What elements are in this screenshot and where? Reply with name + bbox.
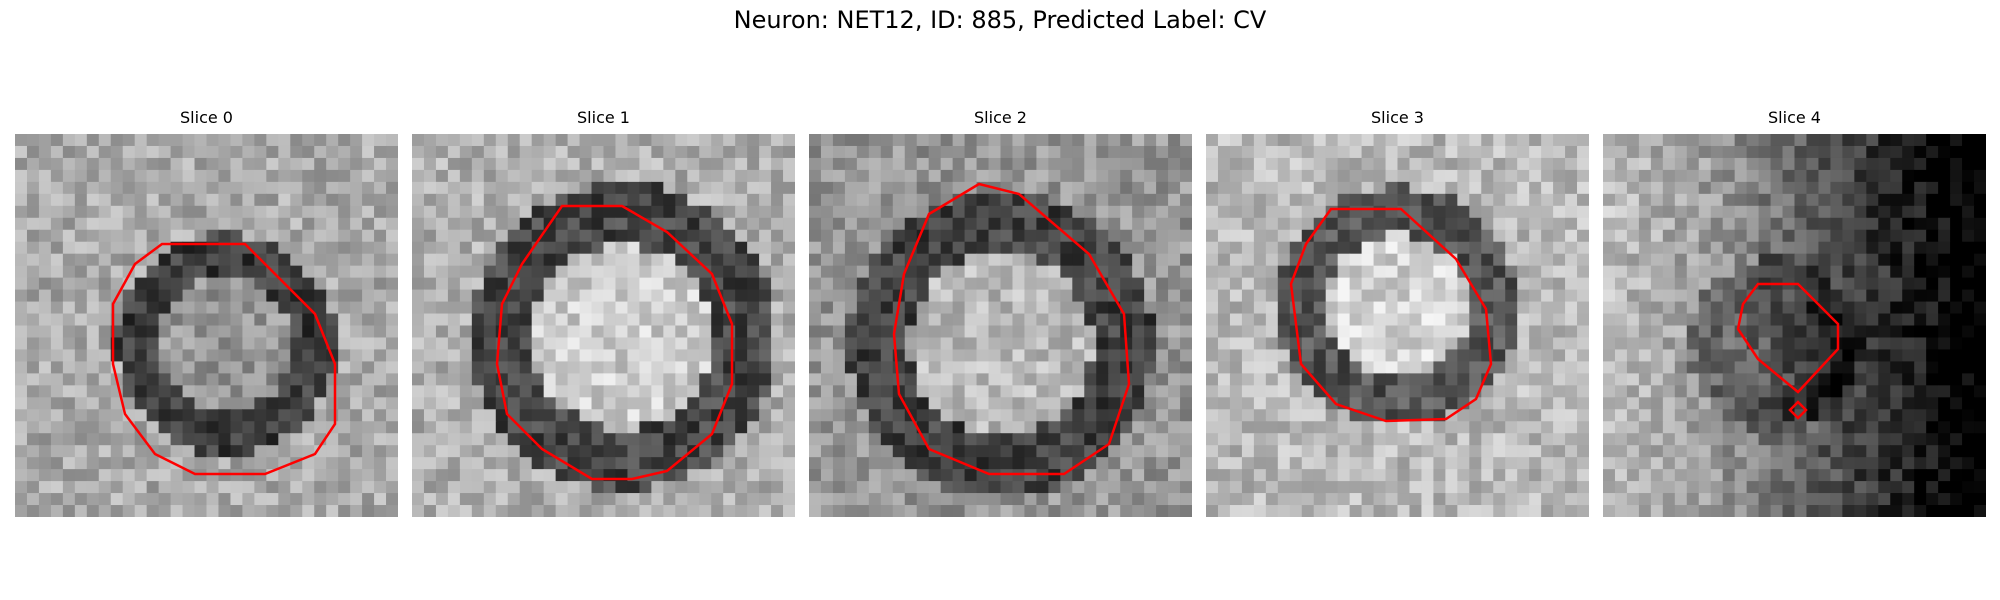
slice-image-0 [15, 134, 398, 517]
slice-panel-0: Slice 0 [15, 108, 398, 517]
slice-image-3 [1206, 134, 1589, 517]
slice-title-0: Slice 0 [180, 108, 233, 127]
grayscale-pixels-2 [809, 134, 1192, 517]
slice-title-2: Slice 2 [974, 108, 1027, 127]
neuron-contour-2 [892, 182, 1131, 476]
slice-image-1 [412, 134, 795, 517]
neuron-contour-3 [1289, 207, 1493, 423]
slice-panel-3: Slice 3 [1206, 108, 1589, 517]
slice-image-4 [1603, 134, 1986, 517]
slice-title-1: Slice 1 [577, 108, 630, 127]
grayscale-pixels-4 [1603, 134, 1986, 517]
grayscale-pixels-1 [412, 134, 795, 517]
slice-title-3: Slice 3 [1371, 108, 1424, 127]
neuron-contour-4 [1736, 282, 1840, 394]
neuron-contour-0 [111, 242, 337, 476]
slice-panel-4: Slice 4 [1603, 108, 1986, 517]
slice-title-4: Slice 4 [1768, 108, 1821, 127]
slice-panel-2: Slice 2 [809, 108, 1192, 517]
grayscale-pixels-3 [1206, 134, 1589, 517]
neuron-contour-4-small [1788, 400, 1808, 420]
slice-panel-1: Slice 1 [412, 108, 795, 517]
neuron-contour-1 [495, 204, 734, 481]
figure-title: Neuron: NET12, ID: 885, Predicted Label:… [733, 6, 1267, 34]
grayscale-pixels-0 [15, 134, 398, 517]
slice-image-2 [809, 134, 1192, 517]
